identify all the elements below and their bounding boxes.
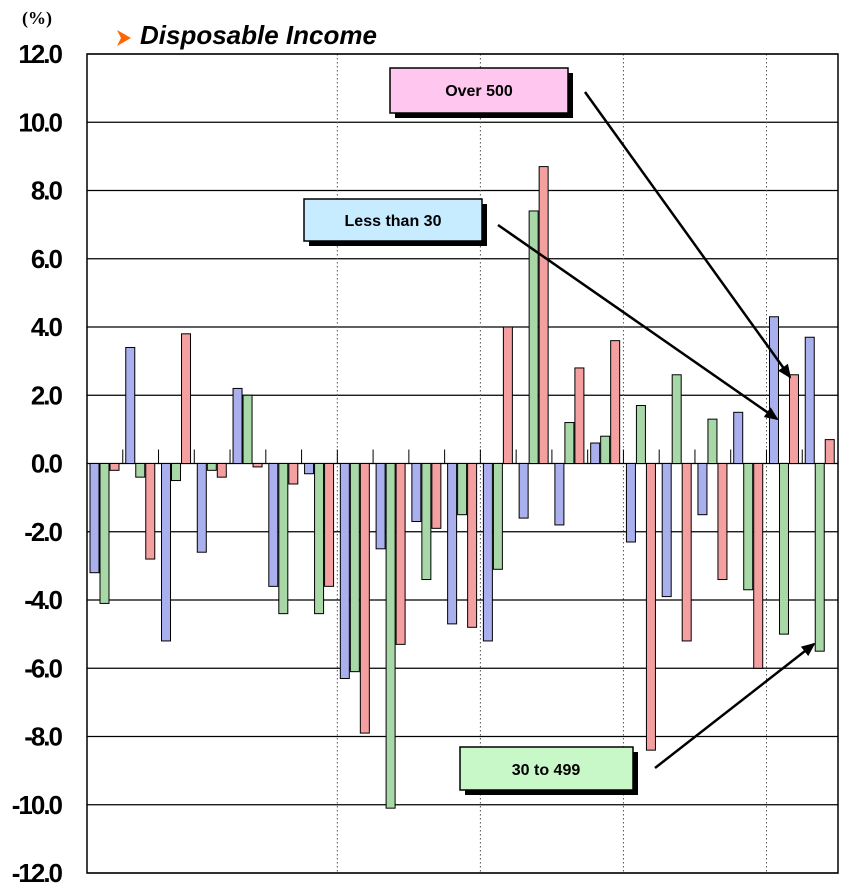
bar-series-2 <box>206 463 217 471</box>
bar-series-2 <box>778 463 789 635</box>
bar-series-1 <box>232 387 243 464</box>
callout-30-to-499-label: 30 to 499 <box>512 762 581 779</box>
bar-series-1 <box>625 463 636 543</box>
bar-series-1 <box>554 463 565 526</box>
y-tick-label: -2.0 <box>24 517 62 547</box>
bar-series-2 <box>814 463 825 652</box>
bar-series-1 <box>518 463 529 519</box>
callout-less-than-30-label: Less than 30 <box>345 213 442 230</box>
y-tick-label: 8.0 <box>31 176 63 206</box>
bar-series-1 <box>304 463 315 475</box>
bar-series-3 <box>145 463 156 560</box>
bar-series-1 <box>161 463 172 642</box>
bar-series-1 <box>89 463 100 574</box>
callout-less-than-30: Less than 30 <box>303 198 487 246</box>
bar-series-3 <box>502 326 513 464</box>
bar-series-2 <box>385 463 396 809</box>
callout-30-to-499: 30 to 499 <box>459 746 638 795</box>
bars <box>89 166 835 809</box>
bar-series-1 <box>733 411 744 464</box>
bar-series-3 <box>395 463 406 645</box>
bar-series-2 <box>99 463 110 604</box>
bar-series-1 <box>768 316 779 465</box>
y-tick-label: -4.0 <box>24 585 62 615</box>
bar-series-1 <box>411 463 422 523</box>
callout-arrows <box>497 91 816 769</box>
bar-series-3 <box>467 463 478 628</box>
callout-over-500-label: Over 500 <box>445 83 513 100</box>
bar-series-3 <box>538 166 549 465</box>
bar-series-3 <box>824 439 835 464</box>
bar-series-3 <box>645 463 656 751</box>
chart-title: Disposable Income <box>117 20 377 50</box>
y-tick-label: 2.0 <box>31 380 63 410</box>
bar-series-2 <box>600 435 611 465</box>
bar-series-1 <box>590 442 601 464</box>
bar-series-2 <box>135 463 146 478</box>
bar-series-3 <box>109 463 120 471</box>
bar-series-2 <box>278 463 289 615</box>
chart-title-text: Disposable Income <box>140 20 377 50</box>
callout-over-500: Over 500 <box>389 67 573 118</box>
bar-series-3 <box>681 463 692 642</box>
arrow-less-than-30 <box>497 223 779 421</box>
bar-series-1 <box>268 463 279 587</box>
bar-series-3 <box>788 374 799 464</box>
bar-series-2 <box>457 463 468 516</box>
y-tick-label: 0.0 <box>31 449 63 479</box>
bar-series-3 <box>252 463 263 468</box>
bar-series-1 <box>375 463 386 550</box>
bar-series-2 <box>671 374 682 464</box>
bar-series-3 <box>431 463 442 529</box>
bar-series-2 <box>421 463 432 581</box>
bar-series-3 <box>324 463 335 587</box>
bar-series-2 <box>635 404 646 464</box>
bar-series-1 <box>339 463 350 679</box>
bar-series-1 <box>697 463 708 516</box>
callout-less-than-30-box <box>303 198 483 242</box>
bar-series-2 <box>743 463 754 591</box>
callout-30-to-499-box <box>459 746 634 791</box>
y-unit-label: (%) <box>22 8 52 29</box>
bar-series-2 <box>171 463 182 482</box>
bar-series-1 <box>804 336 815 464</box>
bar-series-3 <box>610 340 621 464</box>
bar-series-2 <box>707 418 718 465</box>
bar-series-2 <box>242 394 253 464</box>
bar-series-2 <box>528 210 539 464</box>
bar-series-3 <box>288 463 299 485</box>
y-tick-label: 10.0 <box>18 107 62 137</box>
bar-series-3 <box>359 463 370 734</box>
bar-series-1 <box>447 463 458 625</box>
y-tick-label: 12.0 <box>18 39 62 69</box>
bar-series-1 <box>196 463 207 553</box>
bar-series-3 <box>717 463 728 581</box>
bar-series-2 <box>314 463 325 615</box>
bar-series-2 <box>492 463 503 570</box>
arrow-30-to-499 <box>654 642 816 769</box>
bar-series-3 <box>753 463 764 669</box>
bar-series-3 <box>181 333 192 464</box>
title-bullet-icon <box>117 30 131 46</box>
arrow-over-500 <box>583 91 792 379</box>
bar-series-3 <box>216 463 227 478</box>
bar-series-1 <box>661 463 672 598</box>
y-tick-label: -8.0 <box>24 722 62 752</box>
bar-series-3 <box>574 367 585 465</box>
bar-series-1 <box>125 346 136 465</box>
y-tick-label: 4.0 <box>31 312 63 342</box>
bar-series-2 <box>564 422 575 464</box>
y-tick-label: -12.0 <box>12 858 63 888</box>
y-tick-label: 6.0 <box>31 244 63 274</box>
y-tick-label: -6.0 <box>24 653 62 683</box>
y-tick-label: -10.0 <box>12 790 63 820</box>
bar-series-2 <box>349 463 360 673</box>
callout-over-500-box <box>389 67 569 114</box>
bar-series-1 <box>482 463 493 642</box>
y-axis-tick-labels: 12.0 10.0 8.0 6.0 4.0 2.0 0.0 -2.0 -4.0 -6.0 -8.0 -… <box>12 39 65 888</box>
plot-frame <box>86 53 839 874</box>
